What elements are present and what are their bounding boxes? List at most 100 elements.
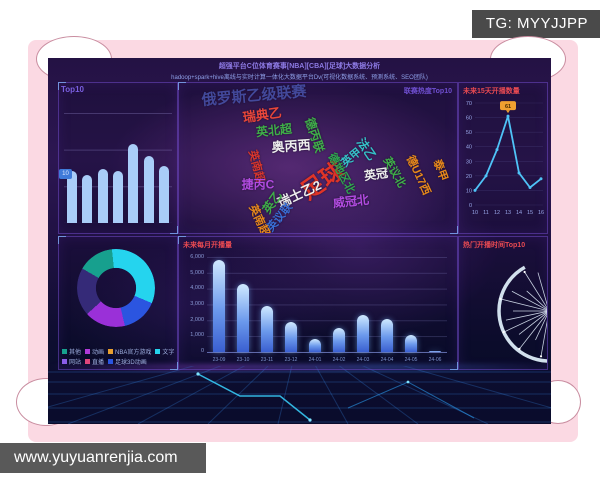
panel-next15-line: 未来15天开播数量 0 10 20 30 40 50 60 70 10 11 12 13 14 15 16 6… bbox=[458, 82, 548, 234]
bar bbox=[128, 143, 139, 223]
panel-monthly-bar: 未来每月开播量 6,000 5,000 4,000 3,000 2,000 1,000 0 … bbox=[178, 236, 458, 370]
bar-x-label: 24-01 bbox=[308, 357, 322, 363]
site-watermark-bar: www.yuyuanrenjia.com bbox=[0, 443, 206, 473]
bar-x-label: 24-03 bbox=[356, 357, 370, 363]
bar bbox=[357, 314, 369, 352]
bar-column: 24-01 bbox=[305, 257, 325, 363]
bar bbox=[285, 321, 297, 352]
svg-text:16: 16 bbox=[538, 210, 544, 216]
monthly-y-axis-labels: 6,000 5,000 4,000 3,000 2,000 1,000 0 bbox=[182, 254, 204, 354]
panel-league-wordcloud: 联赛热度Top10 俄罗斯乙级联赛 瑞典乙 英北超 奥丙西 德丙联 英南超 捷丙C 足球 德地区… bbox=[178, 82, 458, 234]
svg-text:11: 11 bbox=[483, 210, 489, 216]
panel-hot-time-wheel: 热门开播时间Top10 bbox=[458, 236, 548, 370]
bar-column: 24-04 bbox=[377, 257, 397, 363]
legend-swatch bbox=[85, 349, 91, 354]
bar-x-label: 24-02 bbox=[332, 357, 346, 363]
bar-x-label: 23-11 bbox=[260, 357, 274, 363]
bar bbox=[82, 174, 93, 223]
bar-value-badge: 10 bbox=[59, 169, 72, 179]
bar-column: 24-05 bbox=[401, 257, 421, 363]
legend-label: NBA官方游戏 bbox=[115, 350, 152, 356]
horizon-glow bbox=[48, 364, 551, 370]
bar-x-label: 24-04 bbox=[380, 357, 394, 363]
dashboard-title-line2: hadoop+spark+hive离线与实时计算一体化大数据平台Dv(可视化数据… bbox=[171, 75, 428, 81]
panel-stream-type-donut: 其他 动画 NBA官方游戏 文字网站 直播 足球3D动画 bbox=[58, 236, 178, 370]
wordcloud-header: 联赛热度Top10 bbox=[403, 88, 452, 95]
y-tick-label: 4,000 bbox=[190, 285, 204, 292]
svg-text:13: 13 bbox=[505, 210, 511, 216]
legend-item: 直播 bbox=[85, 357, 104, 366]
svg-text:10: 10 bbox=[472, 210, 478, 216]
svg-text:12: 12 bbox=[494, 210, 500, 216]
legend-label: 网站 bbox=[69, 360, 82, 366]
legend-swatch bbox=[108, 349, 114, 354]
legend-item: NBA官方游戏 bbox=[108, 347, 151, 356]
svg-text:60: 60 bbox=[466, 116, 472, 122]
league-wordcloud: 俄罗斯乙级联赛 瑞典乙 英北超 奥丙西 德丙联 英南超 捷丙C 足球 德地区北 英甲 法乙 英冠 英议北… bbox=[179, 83, 457, 233]
bar bbox=[66, 171, 77, 223]
svg-text:30: 30 bbox=[466, 159, 472, 165]
bar bbox=[213, 260, 225, 352]
panel-title: Top10 bbox=[61, 85, 84, 94]
legend-swatch bbox=[85, 359, 91, 364]
svg-text:0: 0 bbox=[469, 203, 472, 209]
y-tick-label: 3,000 bbox=[190, 300, 204, 307]
y-tick-label: 0 bbox=[200, 347, 204, 354]
svg-text:15: 15 bbox=[527, 210, 533, 216]
wordcloud-word: 奥丙西 bbox=[271, 137, 312, 155]
svg-text:61: 61 bbox=[505, 104, 511, 110]
legend-item: 文字 bbox=[155, 347, 174, 356]
svg-text:14: 14 bbox=[516, 210, 522, 216]
legend-swatch bbox=[108, 359, 114, 364]
bar-x-label: 23-10 bbox=[236, 357, 250, 363]
tg-watermark-badge: TG: MYYJJPP bbox=[471, 10, 600, 38]
bar-x-label: 24-06 bbox=[428, 357, 442, 363]
donut-legend: 其他 动画 NBA官方游戏 文字网站 直播 足球3D动画 bbox=[62, 347, 175, 366]
hot-time-wheel-chart bbox=[497, 259, 547, 363]
bar-x-label: 23-12 bbox=[284, 357, 298, 363]
bar bbox=[97, 169, 108, 223]
svg-text:50: 50 bbox=[466, 130, 472, 136]
bar bbox=[261, 306, 273, 352]
svg-text:70: 70 bbox=[466, 101, 472, 107]
legend-label: 直播 bbox=[92, 360, 105, 366]
hot-league-bar-chart bbox=[64, 113, 172, 223]
monthly-bar-chart: 23-09 23-10 23-11 23-12 24-01 24-02 24-03 24-04… bbox=[207, 257, 447, 363]
bar-column: 24-03 bbox=[353, 257, 373, 363]
legend-swatch bbox=[155, 349, 161, 354]
legend-swatch bbox=[62, 349, 67, 354]
bar-x-label: 23-09 bbox=[212, 357, 226, 363]
bar bbox=[309, 339, 321, 352]
legend-item: 动画 bbox=[85, 347, 104, 356]
bar-column: 23-09 bbox=[209, 257, 229, 363]
bar bbox=[159, 165, 170, 223]
panel-hot-league-top10: Top10 10 bbox=[58, 82, 178, 234]
y-tick-label: 6,000 bbox=[190, 254, 204, 260]
y-tick-label: 5,000 bbox=[190, 269, 204, 276]
y-tick-label: 1,000 bbox=[190, 332, 204, 339]
bar bbox=[112, 171, 123, 223]
legend-swatch bbox=[62, 359, 67, 364]
svg-text:40: 40 bbox=[466, 145, 472, 151]
dashboard: 超强平台C位体育赛事[NBA][CBA][足球]大数据分析 hadoop+spa… bbox=[48, 58, 551, 424]
floor-grid-decor bbox=[48, 366, 551, 424]
svg-text:10: 10 bbox=[466, 188, 472, 194]
legend-label: 动画 bbox=[92, 350, 105, 356]
dashboard-header: 超强平台C位体育赛事[NBA][CBA][足球]大数据分析 hadoop+spa… bbox=[48, 61, 551, 81]
bar-x-label: 24-05 bbox=[404, 357, 418, 363]
bar bbox=[381, 318, 393, 352]
bar bbox=[143, 155, 154, 223]
bar-column: 23-10 bbox=[233, 257, 253, 363]
legend-item: 网站 bbox=[62, 357, 81, 366]
wordcloud-word: 威冠北 bbox=[332, 192, 370, 211]
legend-item: 其他 bbox=[62, 347, 81, 356]
bar bbox=[333, 328, 345, 352]
bar-column: 24-06 bbox=[425, 257, 445, 363]
legend-item: 足球3D动画 bbox=[108, 357, 147, 366]
bar bbox=[429, 350, 441, 352]
legend-label: 文字 bbox=[162, 350, 175, 356]
panel-title: 未来每月开播量 bbox=[183, 242, 232, 249]
bar bbox=[237, 283, 249, 352]
panel-title: 热门开播时间Top10 bbox=[463, 242, 526, 249]
